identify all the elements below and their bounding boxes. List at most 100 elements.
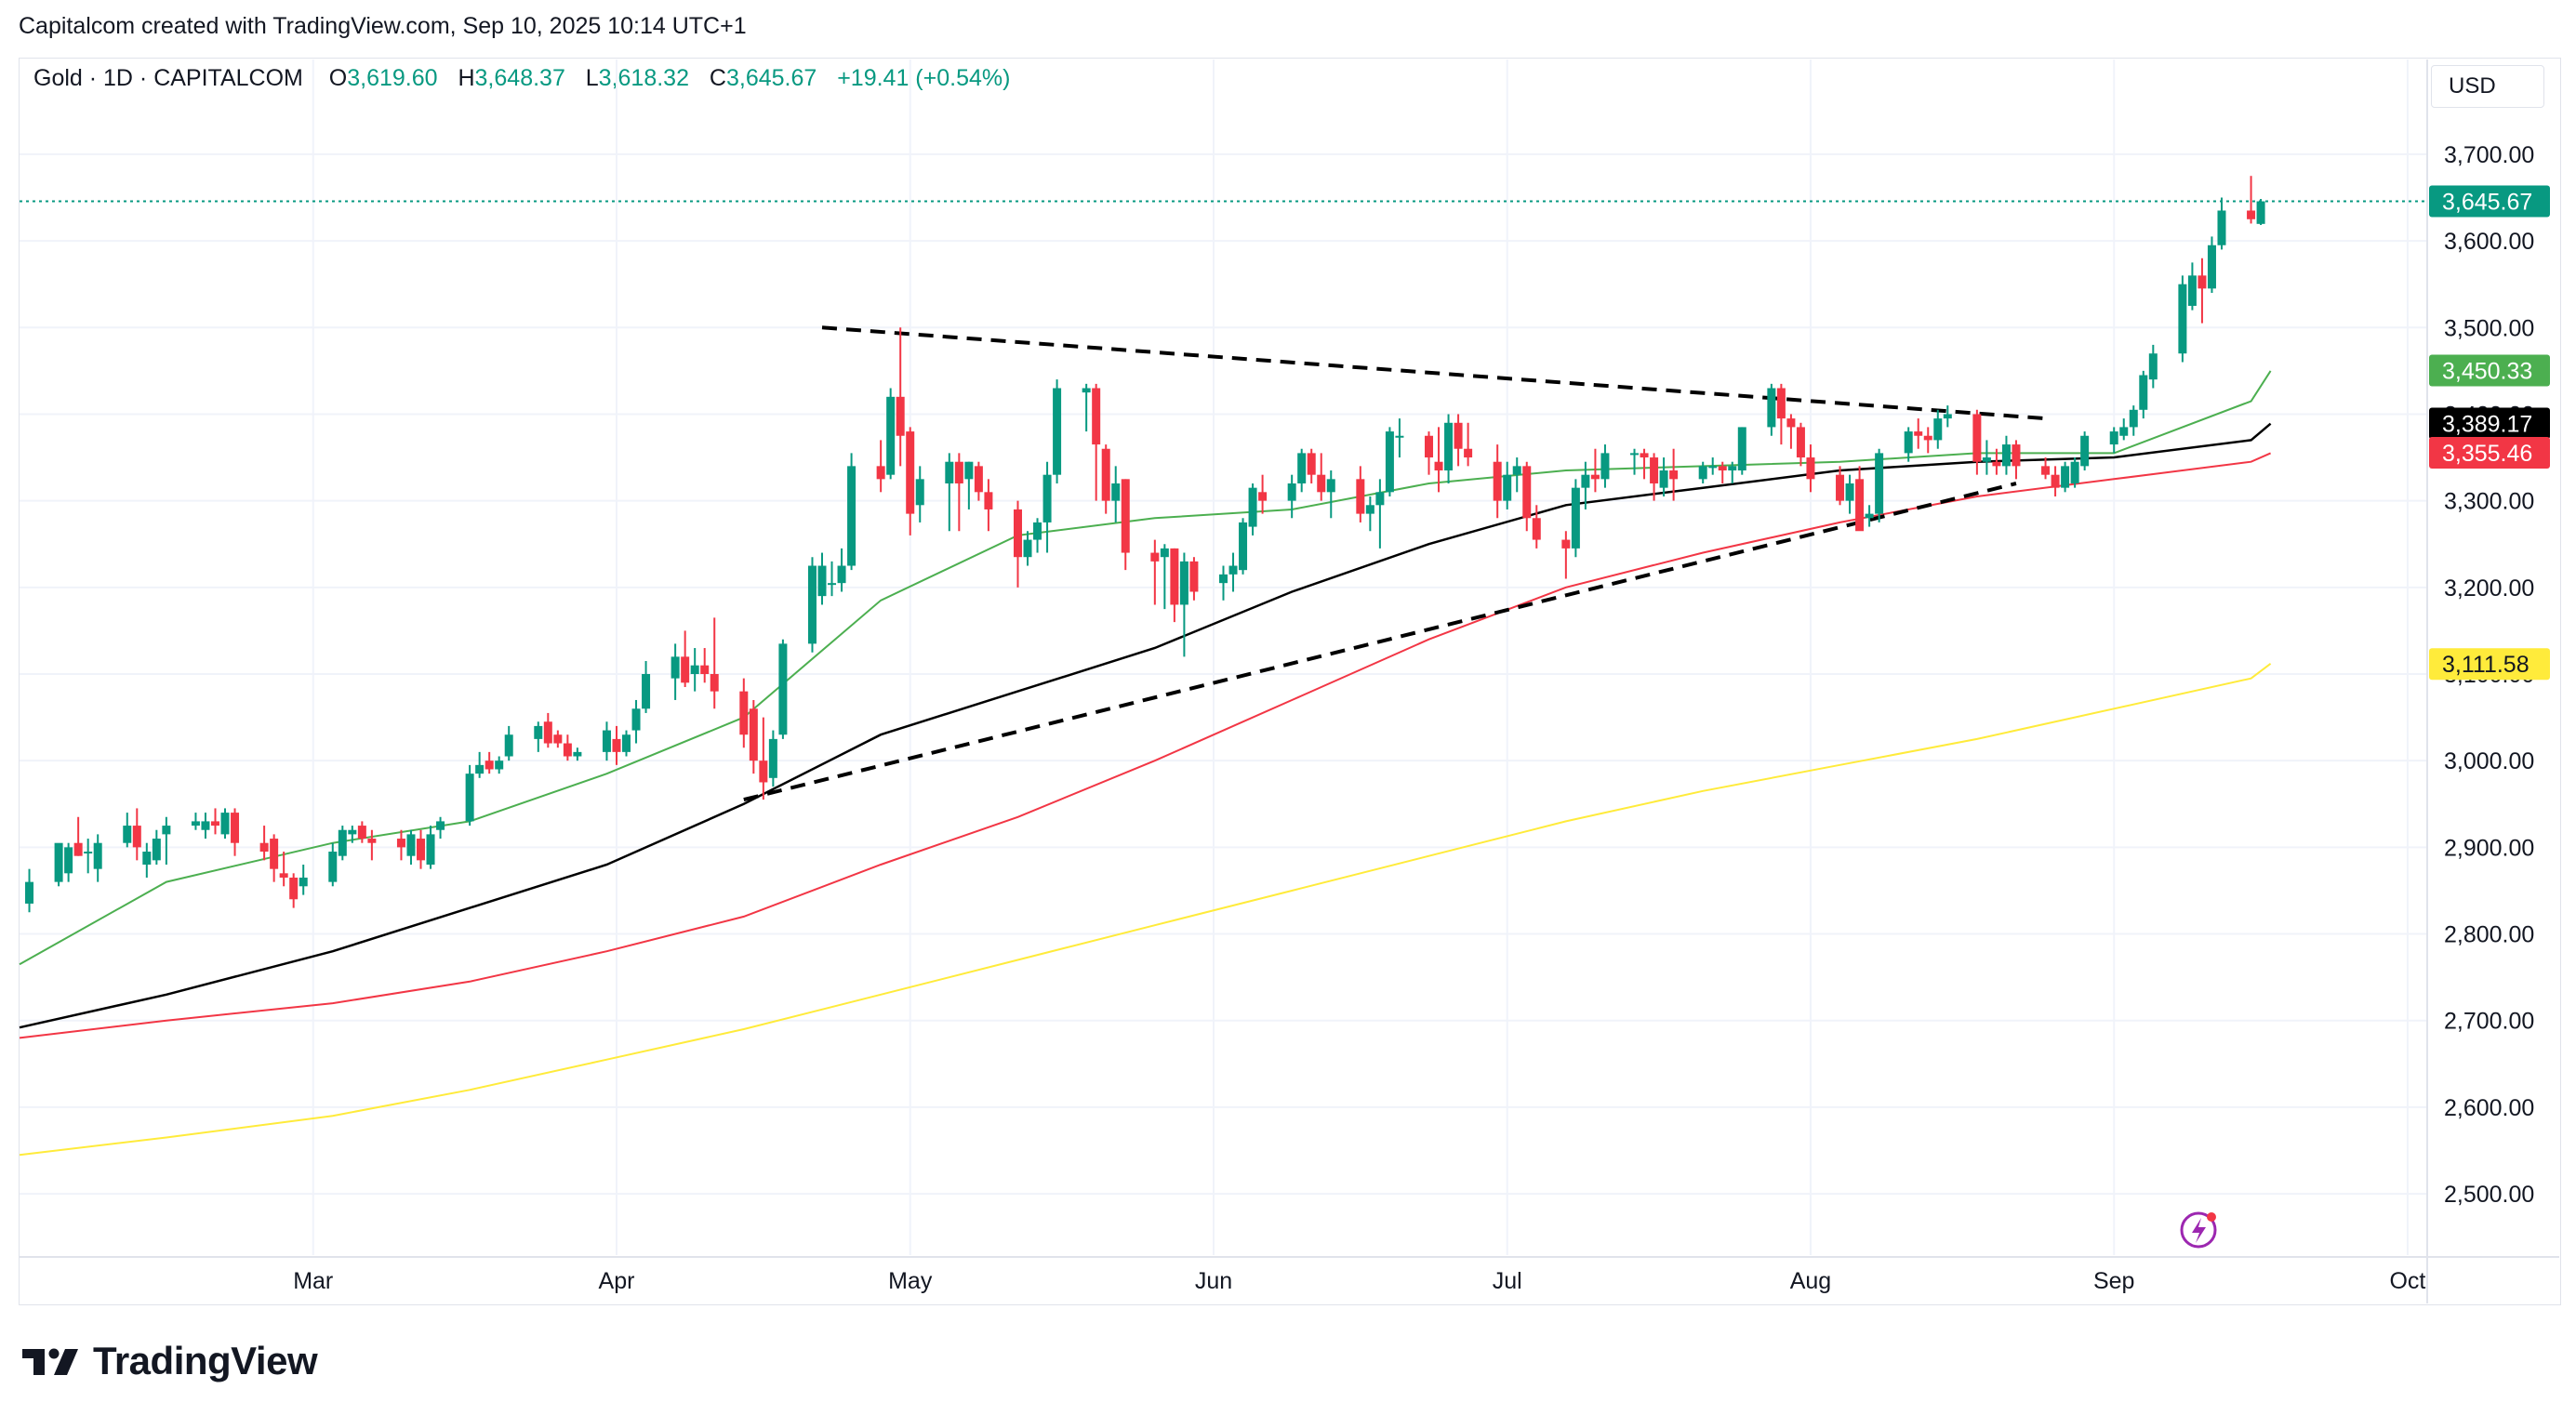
candle-body <box>1503 474 1512 501</box>
candle-body <box>1493 461 1502 501</box>
candle-body <box>1836 474 1845 501</box>
candle-body <box>1033 522 1042 540</box>
candle-body <box>465 774 474 822</box>
candle-body <box>2139 375 2148 410</box>
candle-body <box>2256 201 2265 224</box>
candle-body <box>1375 492 1385 506</box>
candle-body <box>1581 474 1590 488</box>
sma20-price-tag <box>2429 354 2550 387</box>
candle-body <box>2061 466 2070 488</box>
candle-body <box>2119 427 2129 436</box>
candle-body <box>1092 388 1101 445</box>
candle-body <box>1248 487 1257 527</box>
candle-body <box>2247 210 2256 219</box>
last-price-tag <box>2429 185 2550 218</box>
candle-body <box>201 821 210 830</box>
candle-body <box>1982 457 1991 462</box>
candle-body <box>1522 466 1532 519</box>
candle-body <box>1365 505 1374 514</box>
candle-body <box>2198 275 2207 289</box>
y-tick-label: 3,300.00 <box>2444 489 2534 515</box>
x-tick-label: Jun <box>1195 1268 1232 1294</box>
candle-body <box>573 751 582 757</box>
candle-body <box>210 821 219 827</box>
candle-body <box>915 479 924 506</box>
candle-body <box>1561 539 1571 549</box>
candle-body <box>1737 427 1746 471</box>
candle-body <box>93 842 102 869</box>
candle-body <box>700 665 710 674</box>
candle-body <box>778 643 788 735</box>
candle-body <box>1718 466 1727 471</box>
symbol-legend[interactable]: Gold · 1D · CAPITALCOM O3,619.60 H3,648.… <box>33 65 1010 92</box>
candle-body <box>64 847 73 874</box>
candle-body <box>876 466 885 480</box>
currency-label: USD <box>2449 73 2496 99</box>
candle-body <box>1297 453 1307 483</box>
candle-body <box>954 461 963 483</box>
candle-body <box>25 881 34 904</box>
candle-body <box>1630 453 1640 456</box>
price-chart[interactable]: 2,500.00 2,600.00 2,700.00 2,800.00 2,900.00… <box>0 0 2576 1311</box>
candle-body <box>1855 479 1865 532</box>
candle-body <box>1082 388 1091 393</box>
open-value: 3,619.60 <box>347 65 438 91</box>
low-value: 3,618.32 <box>598 65 689 91</box>
x-tick-label: Apr <box>599 1268 635 1294</box>
candle-body <box>945 461 954 483</box>
sma100-price-tag <box>2429 436 2550 469</box>
candle-body <box>2207 245 2216 289</box>
candle-body <box>1434 461 1443 471</box>
y-tick-label: 2,500.00 <box>2444 1182 2534 1208</box>
candle-body <box>2109 431 2118 445</box>
candle-body <box>749 708 758 761</box>
candle-body <box>759 760 768 783</box>
y-tick-label: 3,700.00 <box>2444 142 2534 168</box>
candle-body <box>1189 561 1199 592</box>
candle-body <box>1640 453 1649 458</box>
candle-body <box>396 839 405 848</box>
candle-body <box>1650 457 1659 483</box>
candle-body <box>1571 487 1580 549</box>
tradingview-logo[interactable]: TradingView <box>20 1339 318 1383</box>
chart-attribution: Capitalcom created with TradingView.com,… <box>19 13 747 39</box>
y-tick-label: 2,700.00 <box>2444 1009 2534 1035</box>
candle-body <box>1933 418 1943 441</box>
candle-body <box>231 813 240 843</box>
candle-body <box>123 826 132 843</box>
candle-body <box>1150 552 1160 562</box>
candle-body <box>1258 492 1268 501</box>
candle-body <box>612 738 621 752</box>
candle-body <box>1972 414 1982 462</box>
y-tick-label: 3,200.00 <box>2444 575 2534 602</box>
candle-body <box>132 826 141 848</box>
candle-body <box>1454 422 1463 449</box>
candle-body <box>1042 474 1052 522</box>
sma200-line <box>19 663 2272 1157</box>
sma20-price-label: 3,450.33 <box>2442 359 2532 385</box>
candle-body <box>1914 431 1923 436</box>
candle-body <box>828 583 837 586</box>
close-value: 3,645.67 <box>725 65 817 91</box>
currency-button[interactable]: USD <box>2431 65 2544 108</box>
candle-body <box>485 760 494 770</box>
candle-body <box>906 431 915 514</box>
candle-body <box>2051 474 2060 488</box>
candle-body <box>1698 466 1707 480</box>
candle-body <box>543 721 552 744</box>
candle-body <box>642 674 651 709</box>
candle-body <box>964 461 974 480</box>
candle-body <box>1179 561 1188 605</box>
candle-body <box>1013 509 1022 558</box>
candle-body <box>768 738 777 778</box>
candle-body <box>1287 483 1296 501</box>
candle-body <box>1875 453 1884 514</box>
candle-body <box>1111 483 1121 501</box>
y-tick-label: 2,600.00 <box>2444 1095 2534 1121</box>
candle-body <box>2148 353 2158 380</box>
close-label: C <box>709 65 726 91</box>
candle-body <box>152 839 161 861</box>
candle-body <box>495 760 504 770</box>
events-lightning-icon[interactable] <box>2180 1211 2217 1249</box>
candle-body <box>1776 388 1786 419</box>
